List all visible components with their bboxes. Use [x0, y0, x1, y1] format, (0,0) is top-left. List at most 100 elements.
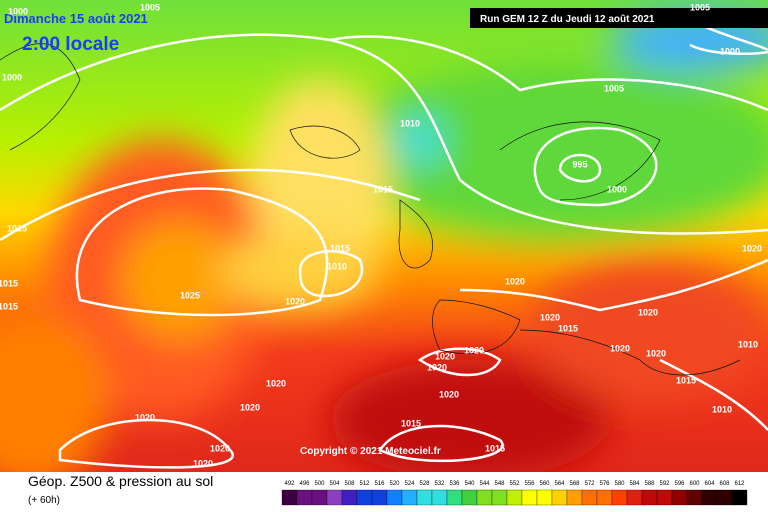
- isobar-label: 1010: [400, 118, 420, 128]
- isobar-label: 1020: [742, 243, 762, 253]
- scale-swatch: [611, 489, 628, 506]
- scale-label: 592: [659, 481, 670, 487]
- scale-swatch: [491, 489, 508, 506]
- isobar-labels: 1000 100510001010101510151010102510201015…: [0, 2, 762, 468]
- scale-swatch: [731, 489, 748, 506]
- scale-label: 520: [389, 481, 400, 487]
- isobar-label: 1020: [285, 296, 305, 306]
- scale-label: 576: [599, 481, 610, 487]
- isobar-label: 1000: [607, 184, 627, 194]
- map-date: Dimanche 15 août 2021: [4, 11, 148, 26]
- scale-swatch: [371, 489, 388, 506]
- scale-swatch: [401, 489, 418, 506]
- isobar-label: 1010: [327, 261, 347, 271]
- isobar-label: 1010: [712, 404, 732, 414]
- scale-label: 556: [524, 481, 535, 487]
- scale-label: 548: [494, 481, 505, 487]
- scale-swatch: [521, 489, 538, 506]
- scale-label: 532: [434, 481, 445, 487]
- scale-label: 612: [734, 481, 745, 487]
- color-scale: 492 496 500 504 508 512 516 520 524 528 532 536 540 5…: [281, 481, 748, 506]
- isobar-label: 1020: [193, 458, 213, 468]
- map-time: 2:00 locale: [22, 34, 119, 55]
- scale-swatch: [356, 489, 373, 506]
- isobar-label: 1020: [540, 312, 560, 322]
- scale-swatch: [581, 489, 598, 506]
- scale-label: 508: [344, 481, 355, 487]
- run-box: [470, 8, 768, 28]
- isobar-label: 1015: [676, 375, 696, 385]
- scale-label: 600: [689, 481, 700, 487]
- isobar-label: 1015: [558, 323, 578, 333]
- scale-swatch: [671, 489, 688, 506]
- scale-swatch: [326, 489, 343, 506]
- scale-swatch: [506, 489, 523, 506]
- scale-label: 516: [374, 481, 385, 487]
- scale-swatch: [431, 489, 448, 506]
- scale-swatch: [716, 489, 733, 506]
- isobar-label: 1025: [180, 290, 200, 300]
- scale-swatch: [476, 489, 493, 506]
- scale-label: 512: [359, 481, 370, 487]
- isobar-label: 1020: [505, 276, 525, 286]
- isobar-label: 1020: [464, 345, 484, 355]
- scale-label: 604: [704, 481, 715, 487]
- legend-lead: (+ 60h): [28, 495, 60, 506]
- scale-swatch: [551, 489, 568, 506]
- isobar-label: 995: [572, 159, 587, 169]
- scale-swatch: [641, 489, 658, 506]
- isobar-label: 1020: [610, 343, 630, 353]
- scale-swatch: [461, 489, 478, 506]
- scale-label: 552: [509, 481, 520, 487]
- scale-label: 492: [284, 481, 295, 487]
- isobar-label: 1020: [266, 378, 286, 388]
- scale-label: 584: [629, 481, 640, 487]
- scale-label: 524: [404, 481, 415, 487]
- scale-swatch: [536, 489, 553, 506]
- copyright: Copyright © 2021 Meteociel.fr: [300, 446, 441, 457]
- isobar-label: 1015: [0, 301, 18, 311]
- isobar-label: 1020: [638, 307, 658, 317]
- run-info: Run GEM 12 Z du Jeudi 12 août 2021: [480, 14, 655, 25]
- scale-label: 568: [569, 481, 580, 487]
- scale-label: 544: [479, 481, 490, 487]
- scale-label: 580: [614, 481, 625, 487]
- isobar-label: 1020: [135, 412, 155, 422]
- isobar-label: 1015: [373, 184, 393, 194]
- scale-label: 504: [329, 481, 340, 487]
- scale-swatch: [701, 489, 718, 506]
- scale-swatch: [281, 489, 298, 506]
- scale-swatch: [446, 489, 463, 506]
- scale-swatch: [566, 489, 583, 506]
- isobar-label: 1020: [435, 351, 455, 361]
- scale-label: 528: [419, 481, 430, 487]
- scale-label: 564: [554, 481, 565, 487]
- scale-swatch: [416, 489, 433, 506]
- scale-swatch: [341, 489, 358, 506]
- field: [0, 0, 768, 490]
- isobar-label: 1020: [240, 402, 260, 412]
- scale-label: 572: [584, 481, 595, 487]
- scale-label: 596: [674, 481, 685, 487]
- isobar-label: 1015: [485, 443, 505, 453]
- isobar-label: 1015: [0, 278, 18, 288]
- isobar-label: 1020: [439, 389, 459, 399]
- scale-label: 608: [719, 481, 730, 487]
- scale-swatch: [296, 489, 313, 506]
- scale-label: 496: [299, 481, 310, 487]
- isobar-label: 1005: [140, 2, 160, 12]
- scale-swatch: [386, 489, 403, 506]
- scale-label: 536: [449, 481, 460, 487]
- isobar-label: 1015: [330, 243, 350, 253]
- isobar-label: 1020: [646, 348, 666, 358]
- isobar-label: 1005: [604, 83, 624, 93]
- isobar-label: 1000: [2, 72, 22, 82]
- legend-title: Géop. Z500 & pression au sol: [28, 473, 213, 489]
- scale-swatch: [311, 489, 328, 506]
- scale-label: 500: [314, 481, 325, 487]
- scale-swatch: [686, 489, 703, 506]
- isobar-label: 1000: [720, 46, 740, 56]
- scale-swatch: [626, 489, 643, 506]
- isobar-label: 1020: [427, 362, 447, 372]
